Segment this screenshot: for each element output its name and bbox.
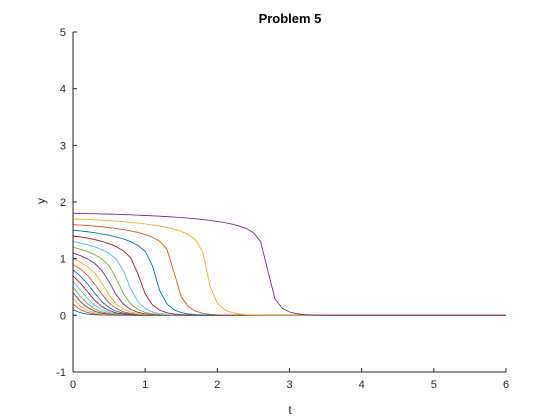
x-tick-label: 1 <box>142 379 148 391</box>
y-tick-label: -1 <box>56 367 66 379</box>
series-layer <box>73 212 506 316</box>
axes-layer: 0 1 2 3 4 5 6 -1 0 1 2 3 4 5 <box>56 27 509 391</box>
plot-area <box>73 32 506 372</box>
series-line-18 <box>73 212 506 316</box>
y-tick-label: 3 <box>60 140 66 152</box>
x-tick-label: 3 <box>286 379 292 391</box>
x-tick-label: 2 <box>214 379 220 391</box>
y-tick-label: 5 <box>60 27 66 39</box>
y-tick-label: 2 <box>60 197 66 209</box>
y-tick-label: 4 <box>60 84 66 96</box>
x-tick-label: 4 <box>359 379 365 391</box>
x-axis-title: t <box>288 403 292 417</box>
x-tick-label: 0 <box>70 379 76 391</box>
x-tick-label: 5 <box>431 379 437 391</box>
x-tick-label: 6 <box>503 379 509 391</box>
y-tick-label: 1 <box>60 254 66 266</box>
y-tick-label: 0 <box>60 310 66 322</box>
y-axis-title: y <box>34 198 48 204</box>
chart-title: Problem 5 <box>259 11 322 26</box>
